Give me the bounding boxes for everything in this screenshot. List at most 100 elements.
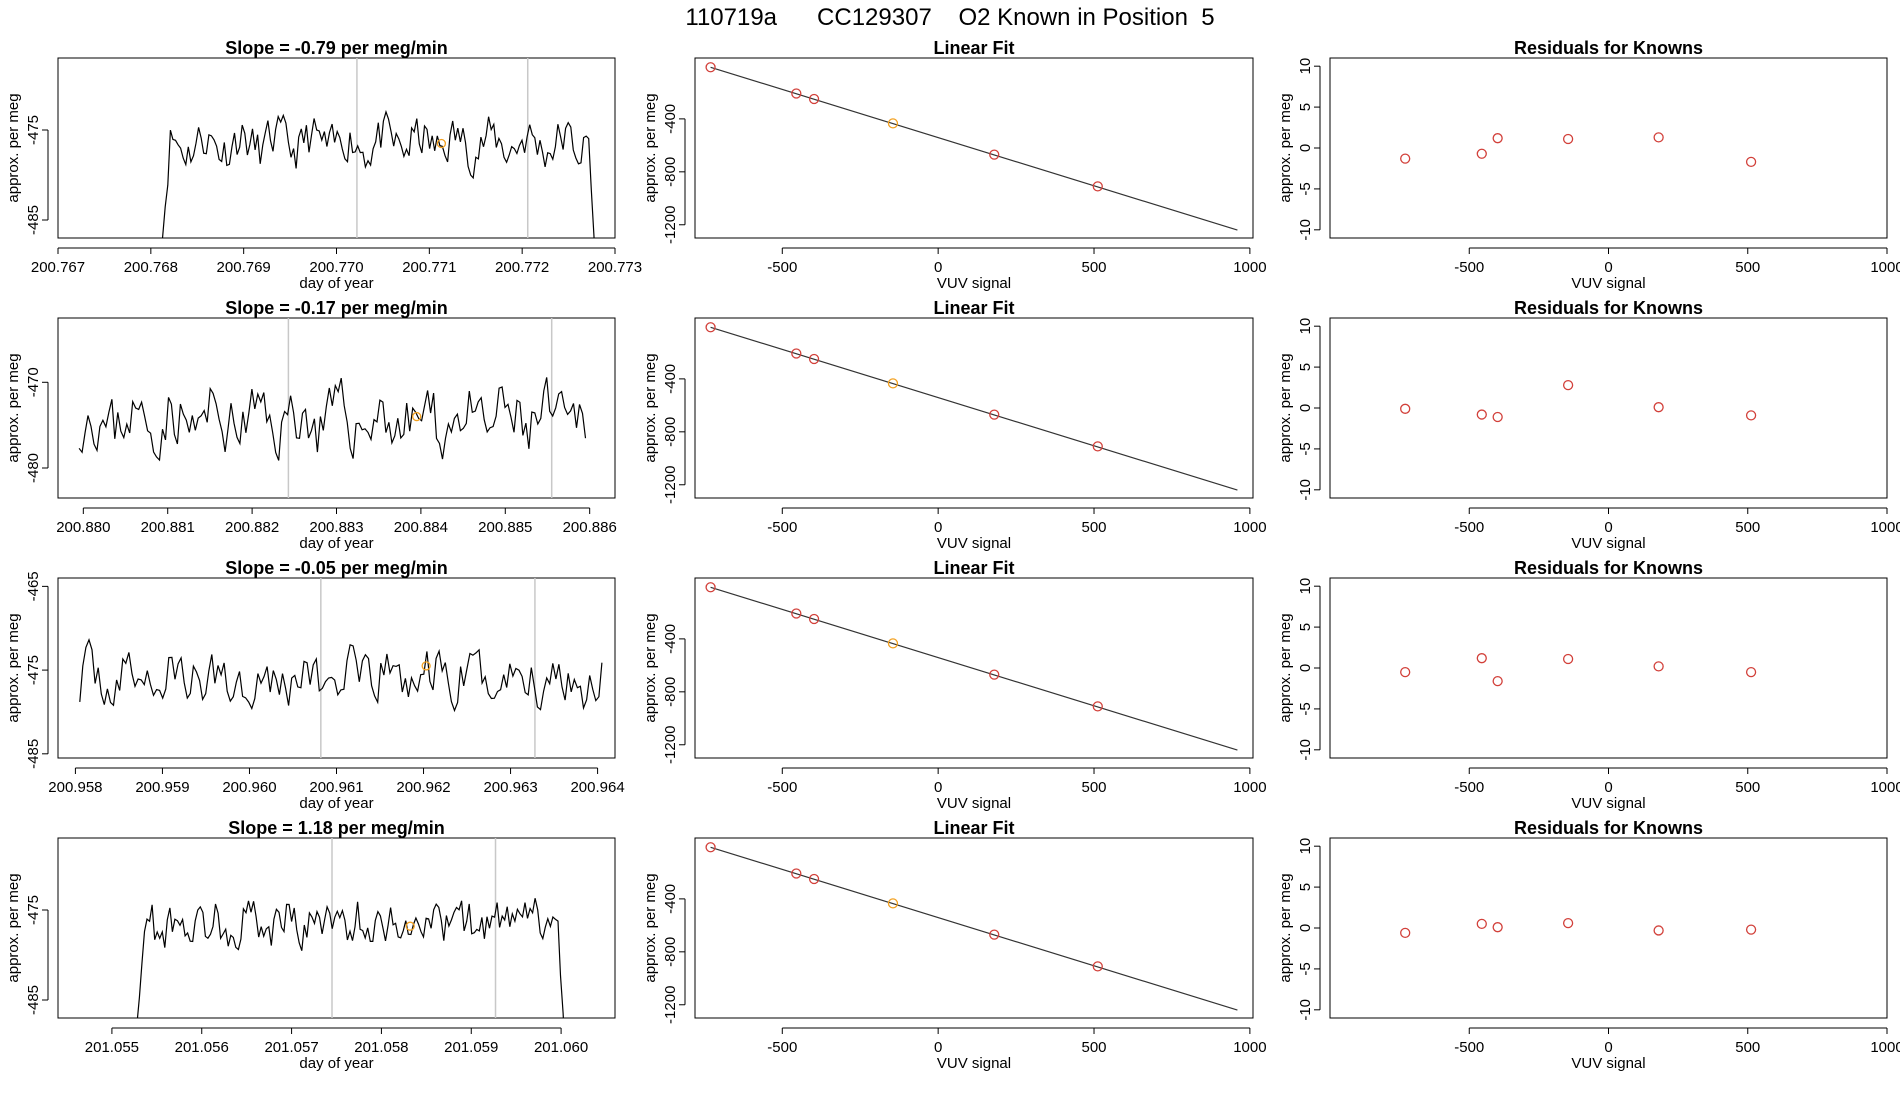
- x-tick-label: 1000: [1870, 259, 1900, 276]
- x-tick-label: 500: [1735, 1039, 1760, 1056]
- x-tick-label: 200.886: [563, 519, 617, 536]
- x-tick-label: 1000: [1233, 1039, 1266, 1056]
- y-tick-label: 10: [1297, 578, 1314, 595]
- fit-line: [710, 586, 1238, 751]
- y-tick-label: -10: [1297, 999, 1314, 1021]
- x-tick-label: 0: [934, 779, 942, 796]
- x-tick-label: 500: [1735, 519, 1760, 536]
- x-axis-label: day of year: [299, 275, 373, 292]
- data-point: [705, 842, 716, 853]
- y-tick-label: -400: [662, 624, 679, 654]
- highlight-point: [887, 118, 899, 129]
- data-point: [1476, 409, 1487, 420]
- data-point: [1492, 675, 1503, 687]
- x-tick-label: -500: [767, 1039, 797, 1056]
- data-point: [1562, 653, 1574, 665]
- y-tick-label: 5: [1297, 363, 1314, 371]
- data-point: [705, 322, 716, 333]
- plot-title: Residuals for Knowns: [1514, 558, 1703, 578]
- data-point: [1476, 918, 1487, 930]
- plot-frame: [1329, 577, 1888, 759]
- x-tick-label: 200.883: [309, 519, 363, 536]
- x-tick-label: 200.958: [48, 779, 102, 796]
- y-tick-label: -485: [25, 205, 42, 235]
- plot-frame: [57, 317, 616, 499]
- known-marker-point: [405, 921, 415, 931]
- y-tick-label: -10: [1297, 219, 1314, 241]
- x-tick-label: 500: [1082, 519, 1107, 536]
- data-point: [1745, 156, 1757, 168]
- known-marker-point: [421, 661, 431, 671]
- plot-frame: [694, 317, 1254, 499]
- x-tick-label: 200.959: [135, 779, 189, 796]
- y-axis-label: approx. per meg: [1277, 873, 1294, 982]
- y-axis-label: approx. per meg: [642, 613, 659, 722]
- time-series-panel-4: Slope = 1.18 per meg/min 201.055 201.056 20…: [5, 818, 616, 1072]
- data-point: [1745, 410, 1757, 421]
- plot-frame: [57, 57, 616, 239]
- residuals-panel-1: Residuals for Knowns -500 0 500 1000 VUV sign…: [1277, 38, 1900, 292]
- data-point: [1492, 922, 1503, 933]
- residuals-panel-4: Residuals for Knowns -500 0 500 1000 VUV sign…: [1277, 818, 1900, 1072]
- y-tick-label: 0: [1297, 924, 1314, 932]
- y-tick-label: -475: [25, 115, 42, 145]
- x-tick-label: -500: [1454, 259, 1484, 276]
- y-tick-label: -5: [1297, 702, 1314, 715]
- x-tick-label: 0: [1604, 779, 1612, 796]
- linear-fit-panel-1: Linear Fit -500 0 500 1000 VUV signal -400 -800…: [642, 38, 1267, 292]
- x-tick-label: 0: [934, 519, 942, 536]
- x-axis-label: day of year: [299, 535, 373, 552]
- x-tick-label: -500: [767, 779, 797, 796]
- x-tick-label: 200.882: [225, 519, 279, 536]
- x-tick-label: 500: [1082, 1039, 1107, 1056]
- x-tick-label: 0: [1604, 259, 1612, 276]
- plot-title: Residuals for Knowns: [1514, 298, 1703, 318]
- x-tick-label: 201.059: [444, 1039, 498, 1056]
- linear-fit-panel-3: Linear Fit -500 0 500 1000 VUV signal -400 -800…: [642, 558, 1267, 812]
- data-point: [1562, 379, 1574, 391]
- x-tick-label: 200.880: [56, 519, 110, 536]
- x-axis-label: VUV signal: [937, 795, 1011, 812]
- plot-title: Slope = -0.79 per meg/min: [225, 38, 448, 58]
- x-tick-label: 200.771: [402, 259, 456, 276]
- plot-frame: [1329, 57, 1888, 239]
- data-point: [705, 62, 716, 73]
- x-tick-label: 200.768: [124, 259, 178, 276]
- y-tick-label: -480: [25, 453, 42, 483]
- data-point: [1400, 666, 1411, 678]
- x-tick-label: 200.885: [478, 519, 532, 536]
- series-line: [78, 377, 587, 462]
- x-tick-label: 201.055: [85, 1039, 139, 1056]
- plot-title: Linear Fit: [933, 298, 1014, 318]
- y-tick-label: 0: [1297, 404, 1314, 412]
- x-tick-label: 0: [934, 1039, 942, 1056]
- plot-frame: [57, 577, 616, 759]
- x-tick-label: 200.767: [31, 259, 85, 276]
- plot-title: Slope = -0.17 per meg/min: [225, 298, 448, 318]
- y-tick-label: -400: [662, 364, 679, 394]
- data-point: [808, 613, 820, 625]
- x-tick-label: 200.772: [495, 259, 549, 276]
- x-axis-label: VUV signal: [1571, 275, 1645, 292]
- x-tick-label: 0: [1604, 519, 1612, 536]
- x-axis-label: VUV signal: [1571, 795, 1645, 812]
- data-point: [808, 353, 820, 365]
- x-tick-label: 500: [1082, 779, 1107, 796]
- known-marker-point: [412, 411, 422, 422]
- fit-line: [710, 326, 1238, 491]
- x-axis-label: VUV signal: [937, 275, 1011, 292]
- series-line: [161, 109, 595, 238]
- x-axis-label: VUV signal: [937, 535, 1011, 552]
- y-tick-label: -5: [1297, 182, 1314, 195]
- y-axis-label: approx. per meg: [1277, 613, 1294, 722]
- data-point: [1745, 924, 1757, 935]
- y-axis-label: approx. per meg: [642, 353, 659, 462]
- time-series-panel-2: Slope = -0.17 per meg/min 200.880 200.881 2…: [5, 298, 617, 552]
- x-axis-label: VUV signal: [1571, 1055, 1645, 1072]
- x-tick-label: 201.060: [534, 1039, 588, 1056]
- y-tick-label: -485: [25, 739, 42, 769]
- x-tick-label: -500: [1454, 779, 1484, 796]
- x-tick-label: 500: [1735, 259, 1760, 276]
- x-tick-label: 500: [1082, 259, 1107, 276]
- x-tick-label: -500: [767, 519, 797, 536]
